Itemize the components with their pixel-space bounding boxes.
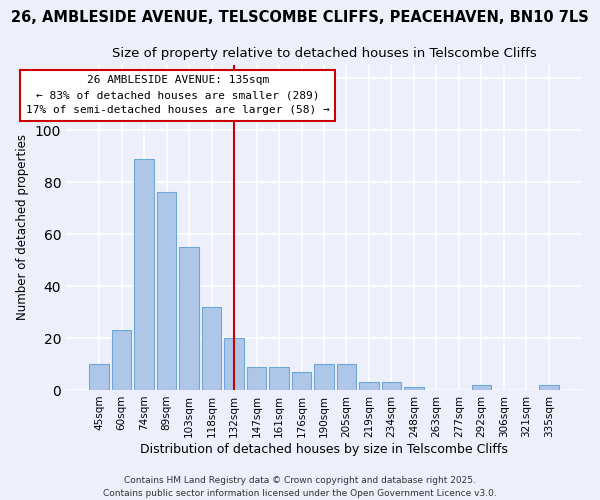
- X-axis label: Distribution of detached houses by size in Telscombe Cliffs: Distribution of detached houses by size …: [140, 442, 508, 456]
- Text: 26, AMBLESIDE AVENUE, TELSCOMBE CLIFFS, PEACEHAVEN, BN10 7LS: 26, AMBLESIDE AVENUE, TELSCOMBE CLIFFS, …: [11, 10, 589, 25]
- Bar: [314, 364, 334, 390]
- Bar: [247, 366, 266, 390]
- Bar: [404, 388, 424, 390]
- Bar: [179, 247, 199, 390]
- Bar: [292, 372, 311, 390]
- Title: Size of property relative to detached houses in Telscombe Cliffs: Size of property relative to detached ho…: [112, 46, 536, 60]
- Text: 26 AMBLESIDE AVENUE: 135sqm
← 83% of detached houses are smaller (289)
17% of se: 26 AMBLESIDE AVENUE: 135sqm ← 83% of det…: [26, 76, 329, 115]
- Bar: [269, 366, 289, 390]
- Y-axis label: Number of detached properties: Number of detached properties: [16, 134, 29, 320]
- Bar: [472, 385, 491, 390]
- Bar: [157, 192, 176, 390]
- Bar: [89, 364, 109, 390]
- Bar: [134, 158, 154, 390]
- Text: Contains HM Land Registry data © Crown copyright and database right 2025.
Contai: Contains HM Land Registry data © Crown c…: [103, 476, 497, 498]
- Bar: [539, 385, 559, 390]
- Bar: [337, 364, 356, 390]
- Bar: [112, 330, 131, 390]
- Bar: [359, 382, 379, 390]
- Bar: [202, 307, 221, 390]
- Bar: [382, 382, 401, 390]
- Bar: [224, 338, 244, 390]
